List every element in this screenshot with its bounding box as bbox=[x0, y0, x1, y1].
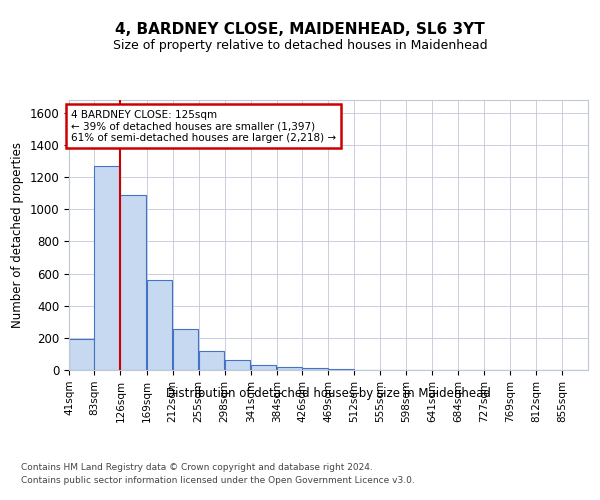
Bar bbox=[146, 280, 172, 370]
Text: Contains HM Land Registry data © Crown copyright and database right 2024.: Contains HM Land Registry data © Crown c… bbox=[21, 462, 373, 471]
Text: 4 BARDNEY CLOSE: 125sqm
← 39% of detached houses are smaller (1,397)
61% of semi: 4 BARDNEY CLOSE: 125sqm ← 39% of detache… bbox=[71, 110, 336, 143]
Bar bbox=[328, 369, 353, 370]
Bar bbox=[173, 329, 198, 370]
Text: Contains public sector information licensed under the Open Government Licence v3: Contains public sector information licen… bbox=[21, 476, 415, 485]
Bar bbox=[94, 166, 120, 370]
Text: Size of property relative to detached houses in Maidenhead: Size of property relative to detached ho… bbox=[113, 39, 487, 52]
Text: 4, BARDNEY CLOSE, MAIDENHEAD, SL6 3YT: 4, BARDNEY CLOSE, MAIDENHEAD, SL6 3YT bbox=[115, 22, 485, 38]
Bar bbox=[302, 368, 328, 370]
Bar bbox=[277, 367, 302, 370]
Bar bbox=[251, 365, 276, 370]
Y-axis label: Number of detached properties: Number of detached properties bbox=[11, 142, 24, 328]
Text: Distribution of detached houses by size in Maidenhead: Distribution of detached houses by size … bbox=[166, 388, 491, 400]
Bar bbox=[199, 350, 224, 370]
Bar bbox=[69, 340, 94, 370]
Bar bbox=[121, 195, 146, 370]
Bar bbox=[224, 360, 250, 370]
